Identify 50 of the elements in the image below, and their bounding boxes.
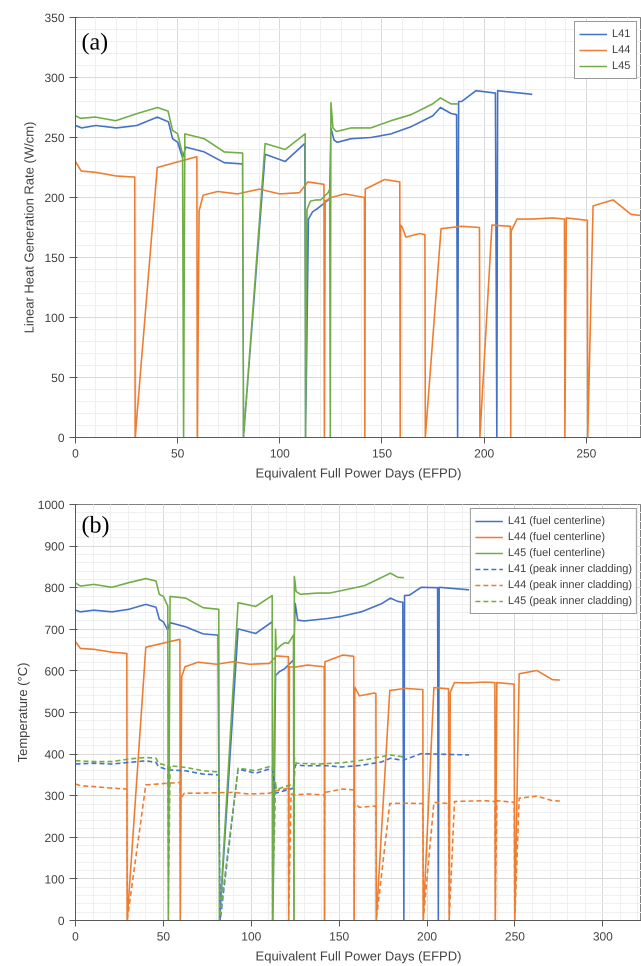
y-axis-title: Linear Heat Generation Rate (W/cm): [21, 122, 36, 334]
y-tick-label: 900: [44, 540, 65, 554]
y-tick-label: 300: [44, 789, 65, 804]
x-tick-label: 0: [72, 930, 80, 944]
y-tick-label: 0: [58, 431, 65, 445]
annotation: (b): [82, 512, 110, 538]
x-tick-label: 150: [372, 446, 392, 460]
x-tick-label: 300: [592, 930, 614, 944]
y-axis-title: Temperature (°C): [14, 662, 30, 762]
y-tick-label: 300: [44, 71, 65, 85]
x-tick-label: 50: [156, 930, 170, 944]
x-tick-label: 200: [474, 446, 494, 460]
legend-label: L44 (fuel centerline): [508, 530, 606, 545]
x-tick-label: 50: [170, 446, 185, 460]
x-tick-label: 100: [241, 930, 262, 944]
y-tick-label: 250: [44, 131, 65, 145]
y-tick-label: 500: [44, 706, 65, 720]
x-tick-label: 250: [504, 930, 526, 944]
y-tick-label: 1000: [38, 498, 65, 512]
x-axis-title: Equivalent Full Power Days (EFPD): [256, 948, 462, 964]
y-tick-label: 400: [44, 748, 65, 762]
legend-label: L41 (peak inner cladding): [508, 562, 632, 577]
x-axis-title: Equivalent Full Power Days (EFPD): [256, 466, 462, 480]
y-tick-label: 700: [44, 622, 65, 637]
y-tick-label: 200: [44, 830, 65, 845]
y-tick-label: 350: [44, 11, 65, 25]
x-tick-label: 200: [417, 930, 438, 944]
x-tick-label: 150: [329, 930, 350, 944]
legend-label: L45: [612, 59, 632, 74]
y-tick-label: 600: [44, 664, 65, 678]
x-tick-label: 250: [576, 446, 597, 460]
annotation: (a): [82, 30, 108, 56]
legend-label: L44: [612, 43, 632, 58]
legend-label: L41 (fuel centerline): [508, 514, 606, 529]
line-series: [76, 97, 458, 438]
y-tick-label: 200: [44, 191, 65, 205]
y-tick-label: 150: [44, 251, 65, 265]
y-tick-label: 800: [44, 581, 65, 596]
legend-label: L44 (peak inner cladding): [508, 578, 632, 593]
line-series: [76, 638, 561, 920]
legend-label: L45 (fuel centerline): [508, 546, 606, 561]
y-tick-label: 100: [44, 872, 65, 886]
legend-label: L41: [612, 27, 632, 42]
x-tick-label: 100: [270, 446, 290, 460]
x-tick-label: 0: [72, 446, 80, 460]
line-series: [76, 572, 405, 920]
legend-label: L45 (peak inner cladding): [508, 594, 632, 609]
y-tick-label: 50: [51, 371, 65, 385]
y-tick-label: 100: [44, 311, 65, 325]
y-tick-label: 0: [58, 914, 65, 928]
